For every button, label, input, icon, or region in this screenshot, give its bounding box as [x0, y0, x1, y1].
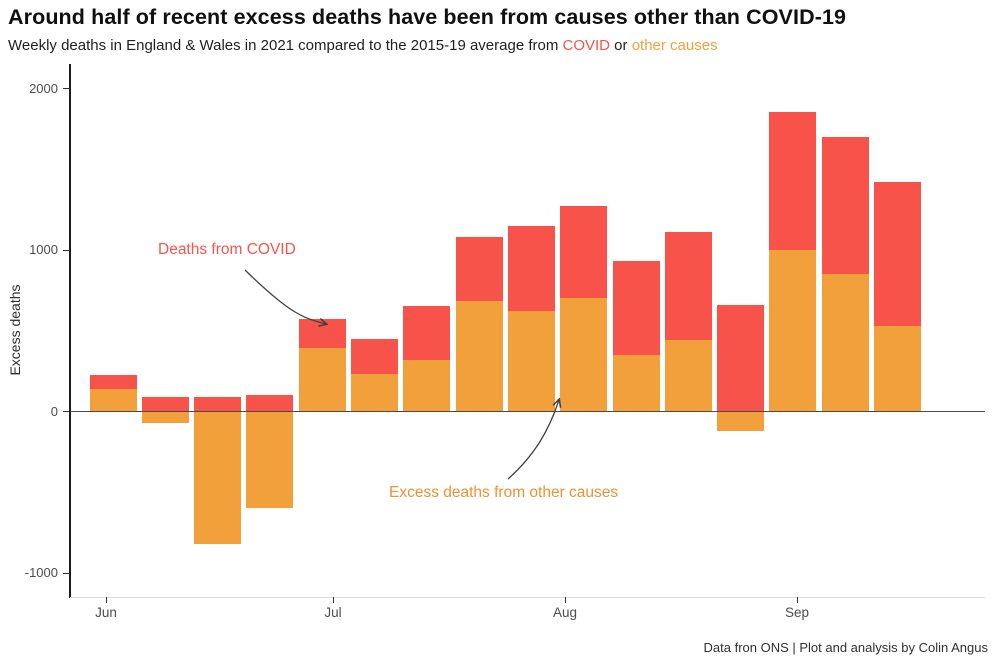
annotation-deaths-from-covid: Deaths from COVID [158, 241, 296, 258]
bar-other-causes [821, 273, 869, 412]
y-tick-mark [63, 411, 69, 413]
bar-covid [717, 304, 765, 412]
bar-covid [298, 319, 346, 349]
bar-other-causes [194, 411, 242, 544]
y-tick-label: 1000 [29, 242, 58, 258]
bar-covid [507, 225, 555, 312]
subtitle-prefix: Weekly deaths in England & Wales in 2021… [8, 37, 563, 54]
zero-line [70, 411, 985, 413]
y-tick-label: -1000 [24, 565, 58, 581]
y-tick-mark [63, 88, 69, 90]
subtitle-other-word: other causes [631, 37, 718, 54]
bar-covid [141, 396, 189, 412]
bar-other-causes [612, 354, 660, 412]
bar-covid [403, 306, 451, 360]
bar-covid [455, 236, 503, 302]
x-tick-mark [796, 597, 798, 603]
subtitle-mid: or [610, 37, 632, 54]
source-caption: Data fron ONS | Plot and analysis by Col… [703, 640, 988, 655]
bar-other-causes [717, 411, 765, 431]
bar-other-causes [351, 374, 398, 412]
bar-covid [769, 112, 817, 250]
x-tick-label: Sep [784, 605, 809, 620]
bar-covid [560, 206, 608, 299]
bar-other-causes [141, 411, 189, 423]
bar-other-causes [246, 411, 294, 509]
y-axis-title: Excess deaths [7, 284, 23, 376]
bar-covid [874, 181, 921, 326]
y-tick-mark [63, 249, 69, 251]
bar-covid [821, 136, 869, 274]
bar-covid [664, 231, 712, 341]
chart-title: Around half of recent excess deaths have… [8, 5, 847, 29]
bar-covid [612, 261, 660, 355]
x-tick-mark [565, 597, 566, 603]
x-axis-line [70, 597, 985, 598]
bar-covid [246, 395, 294, 412]
bar-other-causes [874, 325, 921, 412]
x-tick-mark [105, 597, 107, 603]
x-tick-label: Aug [552, 605, 578, 620]
bar-other-causes [403, 359, 451, 412]
y-tick-label: 0 [50, 403, 58, 419]
x-tick-mark [332, 597, 334, 603]
bar-other-causes [769, 249, 817, 412]
bar-other-causes [298, 348, 346, 412]
bar-other-causes [89, 388, 137, 412]
bar-covid [351, 338, 398, 375]
bar-covid [194, 396, 242, 412]
y-tick-mark [63, 572, 69, 574]
bar-other-causes [455, 301, 503, 412]
y-axis-line [69, 64, 71, 598]
bar-covid [89, 374, 137, 389]
x-tick-label: Jul [324, 605, 342, 620]
y-tick-label: 2000 [29, 80, 58, 96]
x-tick-label: Jun [95, 605, 117, 620]
bar-other-causes [507, 311, 555, 412]
subtitle-covid-word: COVID [562, 37, 611, 54]
chart-subtitle: Weekly deaths in England & Wales in 2021… [8, 37, 718, 54]
bar-other-causes [560, 298, 608, 412]
plot-area [70, 64, 985, 597]
bar-other-causes [664, 340, 712, 412]
annotation-excess-other-causes: Excess deaths from other causes [389, 484, 619, 501]
